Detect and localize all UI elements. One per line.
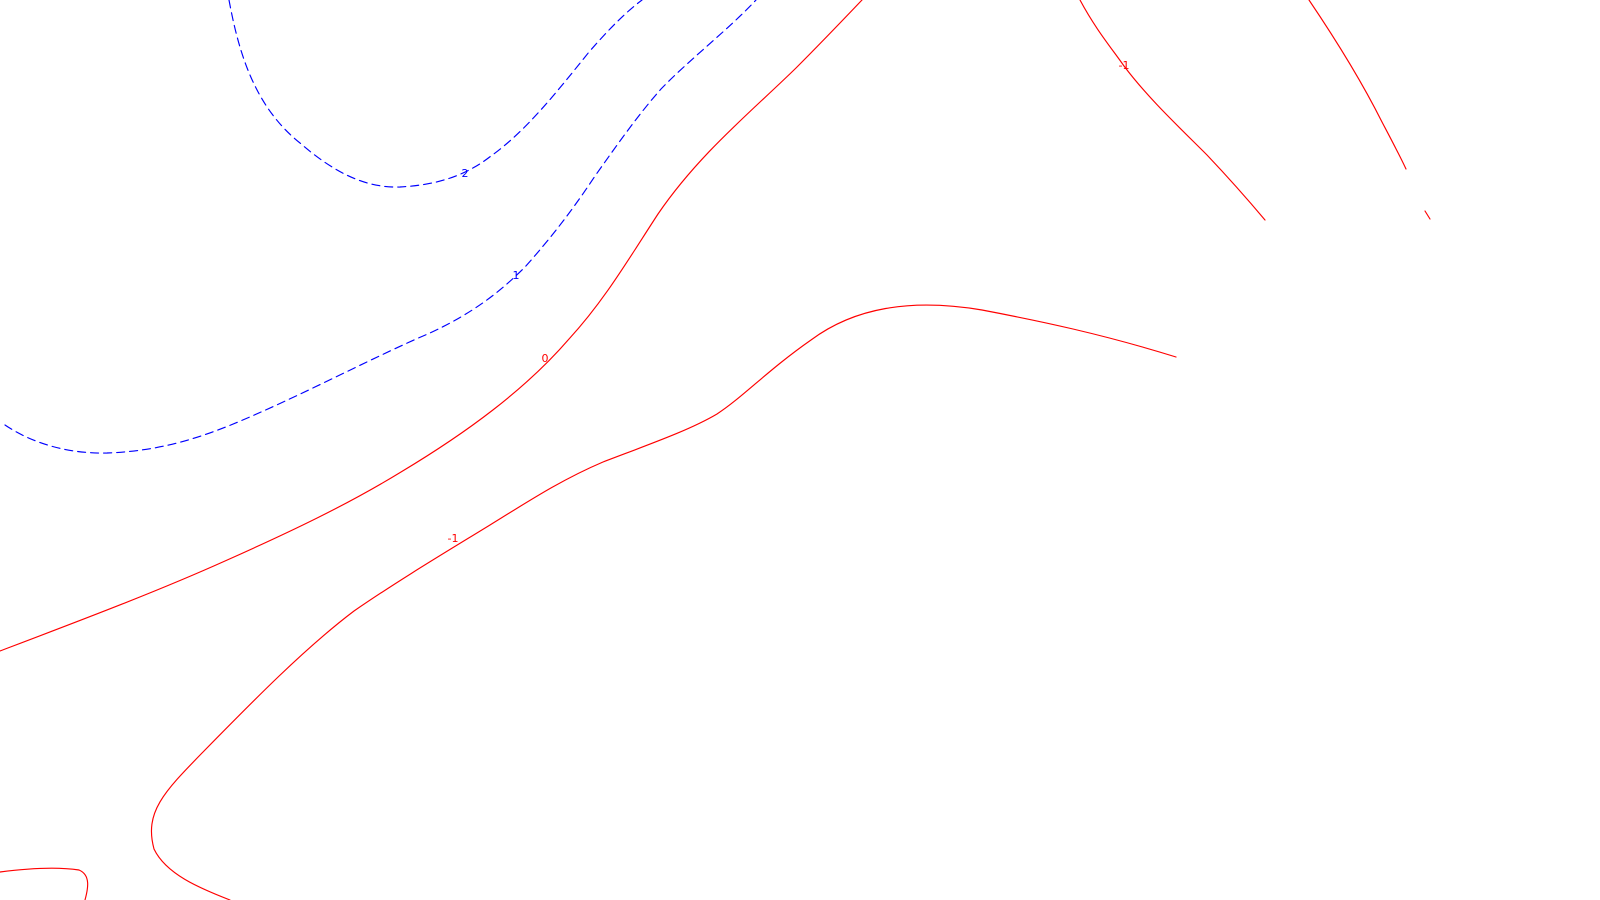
contour-label-negative-1-mid: -1: [448, 532, 459, 545]
contour-line-zero: [0, 0, 863, 652]
contour-line-negative-1-main: [150, 304, 1177, 900]
contour-line-negative-right-fragment: [1424, 210, 1431, 220]
contour-label-negative-1-upper-right: -1: [1119, 59, 1130, 72]
contour-line-positive-1: [4, 0, 757, 454]
contour-line-negative-1-upper-right: [1079, 0, 1266, 221]
contour-line-positive-2: [228, 0, 643, 188]
contour-label-positive-1: 1: [513, 269, 520, 282]
contour-label-zero: 0: [542, 352, 549, 365]
contour-line-negative-1-bottom-left: [0, 867, 89, 900]
contour-label-positive-2: 2: [462, 167, 469, 180]
contour-line-negative-right-edge: [1308, 0, 1407, 170]
